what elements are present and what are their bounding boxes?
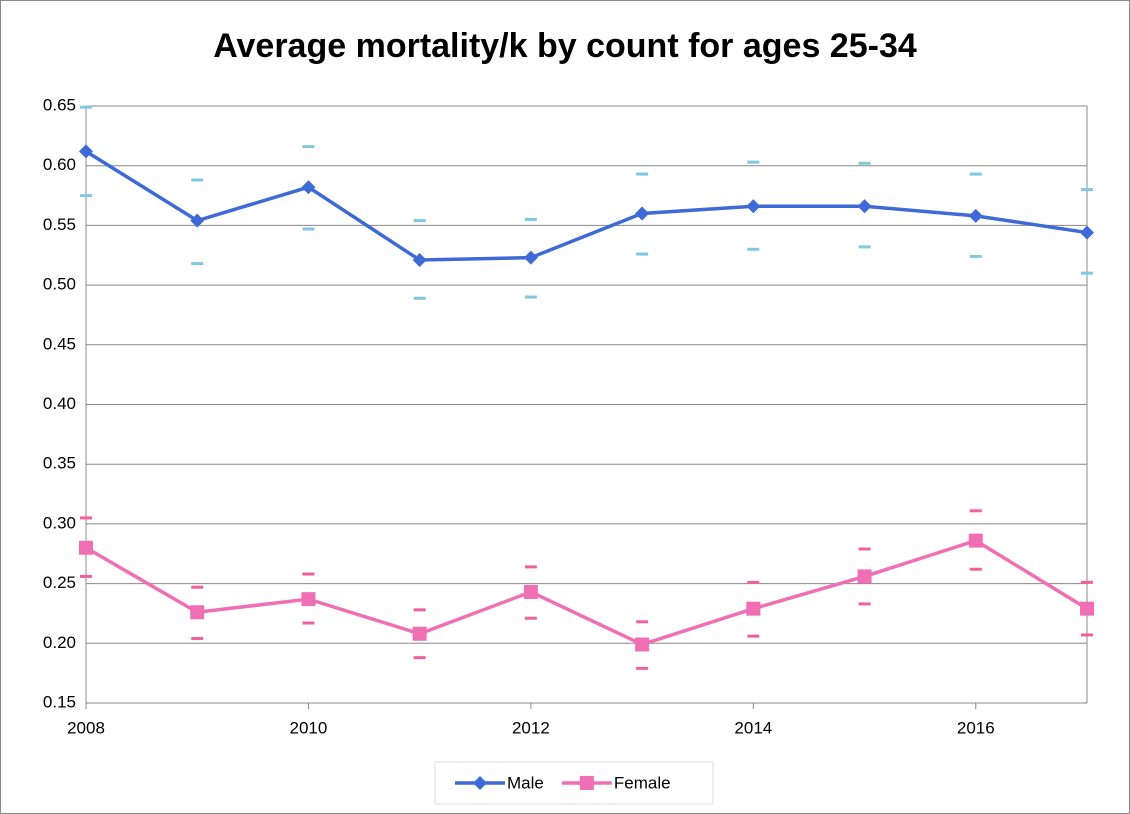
x-tick-label: 2010 (290, 718, 328, 737)
marker (301, 592, 316, 607)
x-tick-label: 2016 (957, 718, 995, 737)
marker (523, 250, 538, 265)
marker (523, 584, 538, 599)
y-tick-label: 0.45 (43, 334, 76, 353)
marker (190, 213, 205, 228)
x-tick-label: 2008 (67, 718, 105, 737)
series-line (85, 538, 1088, 647)
marker (412, 253, 427, 268)
y-tick-label: 0.60 (43, 155, 76, 174)
marker (968, 208, 983, 223)
legend-label: Male (507, 773, 544, 792)
marker (301, 180, 316, 195)
y-tick-label: 0.40 (43, 394, 76, 413)
y-tick-label: 0.65 (43, 95, 76, 114)
marker (635, 637, 650, 652)
marker (857, 199, 872, 214)
y-tick-label: 0.55 (43, 215, 76, 234)
marker (79, 540, 93, 555)
y-tick-label: 0.50 (43, 275, 76, 294)
x-tick-label: 2012 (512, 718, 550, 737)
y-tick-label: 0.30 (43, 513, 76, 532)
marker (635, 206, 650, 221)
legend-marker (473, 776, 487, 790)
marker (746, 601, 761, 616)
marker (1080, 601, 1094, 616)
marker (79, 144, 93, 159)
marker (968, 533, 983, 548)
series-line (85, 149, 1088, 262)
marker (412, 626, 427, 641)
marker (857, 569, 872, 584)
legend-label: Female (614, 773, 671, 792)
legend: Male Female (434, 761, 714, 805)
y-tick-label: 0.35 (43, 454, 76, 473)
y-tick-label: 0.25 (43, 573, 76, 592)
chart-title: Average mortality/k by count for ages 25… (213, 27, 917, 65)
x-tick-label: 2014 (734, 718, 772, 737)
marker (190, 605, 205, 620)
y-tick-label: 0.15 (43, 692, 76, 711)
y-tick-label: 0.20 (43, 633, 76, 652)
marker (746, 199, 761, 214)
legend-marker (579, 776, 594, 790)
marker (1080, 225, 1094, 240)
